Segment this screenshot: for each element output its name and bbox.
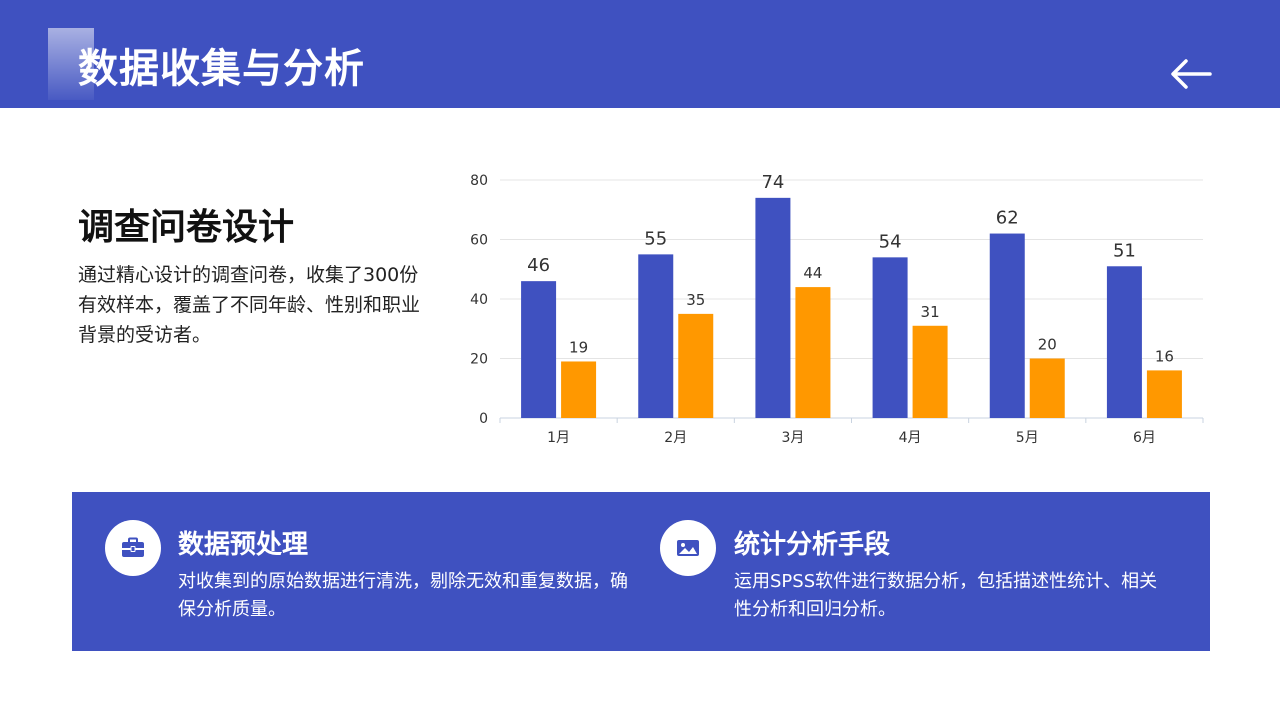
survey-description: 通过精心设计的调查问卷，收集了300份有效样本，覆盖了不同年龄、性别和职业背景的… [78,264,421,346]
info-title-preprocessing: 数据预处理 [178,530,309,560]
header-bar: 数据收集与分析 [0,0,1280,108]
info-item-preprocessing: 数据预处理 对收集到的原始数据进行清洗，剔除无效和重复数据，确保分析质量。 [72,492,632,651]
data-label: 20 [1038,336,1057,354]
bar [561,361,597,418]
briefcase-icon [122,537,144,557]
bar [872,257,908,418]
data-label: 44 [803,264,822,282]
arrow-left-icon[interactable] [1168,56,1214,92]
bar [989,233,1025,418]
data-label: 16 [1155,347,1174,365]
bar [912,325,948,418]
page-title: 数据收集与分析 [78,46,365,92]
bar-chart: 0 20 40 60 80 1月 46 19 2月 55 35 3月 74 44 4月 54 31 5月 62 20 6… [470,172,1204,446]
x-tick-label: 2月 [664,430,687,446]
data-label: 62 [996,208,1019,229]
x-tick-label: 3月 [781,430,804,446]
x-tick-label: 4月 [899,430,922,446]
survey-title: 调查问卷设计 [78,207,295,248]
data-label: 19 [569,338,588,356]
header-accent-block [48,28,94,100]
info-item-analysis: 统计分析手段 运用SPSS软件进行数据分析，包括描述性统计、相关性分析和回归分析… [632,492,1210,651]
info-icon-circle [105,520,161,576]
x-tick-label: 5月 [1016,430,1039,446]
x-tick-label: 1月 [547,430,570,446]
data-label: 51 [1113,240,1136,261]
data-label: 46 [527,255,550,276]
bar [1029,358,1065,418]
y-tick-label: 40 [470,292,488,308]
bar [678,313,714,418]
x-tick-label: 6月 [1133,430,1156,446]
data-label: 74 [761,172,784,193]
data-label: 54 [879,231,902,252]
bar [1106,266,1142,418]
bar [521,281,557,418]
y-tick-label: 20 [470,352,488,368]
bar [1146,370,1182,418]
y-tick-label: 80 [470,173,488,189]
data-label: 35 [686,291,705,309]
bar [755,197,791,418]
info-title-analysis: 统计分析手段 [734,530,891,560]
info-panel: 数据预处理 对收集到的原始数据进行清洗，剔除无效和重复数据，确保分析质量。 统计… [72,492,1210,651]
y-tick-label: 0 [479,411,488,427]
y-tick-label: 60 [470,233,488,249]
info-text-analysis: 运用SPSS软件进行数据分析，包括描述性统计、相关性分析和回归分析。 [734,571,1158,620]
bar [795,287,831,418]
image-icon [677,540,699,556]
info-text-preprocessing: 对收集到的原始数据进行清洗，剔除无效和重复数据，确保分析质量。 [178,571,628,620]
info-icon-circle [660,520,716,576]
data-label: 55 [644,228,667,249]
bar [638,254,674,418]
data-label: 31 [921,303,940,321]
